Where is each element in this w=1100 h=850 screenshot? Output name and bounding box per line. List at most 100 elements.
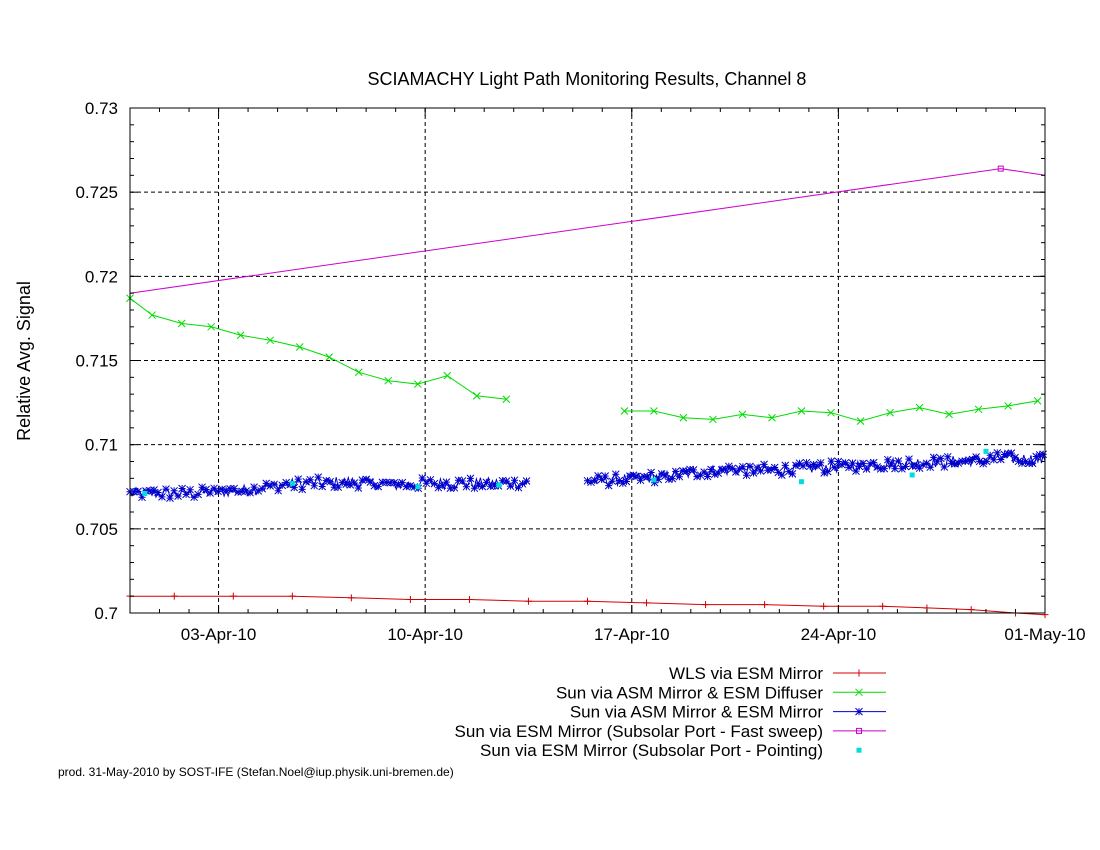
data-point xyxy=(222,486,230,495)
data-point xyxy=(993,449,1002,457)
data-point xyxy=(756,467,765,475)
data-point xyxy=(820,469,829,477)
data-point xyxy=(887,459,896,468)
data-point xyxy=(983,448,989,454)
data-point xyxy=(518,479,527,488)
data-point xyxy=(845,463,853,472)
legend-label: Sun via ESM Mirror (Subsolar Port - Poin… xyxy=(480,741,823,760)
data-point xyxy=(728,464,737,473)
data-point xyxy=(584,597,591,605)
data-point xyxy=(166,494,174,502)
data-point xyxy=(620,407,629,415)
y-tick-label: 0.71 xyxy=(85,436,118,455)
data-point xyxy=(879,602,887,610)
data-point xyxy=(198,483,206,492)
data-point xyxy=(583,476,592,485)
data-point xyxy=(186,485,194,494)
data-point xyxy=(442,478,451,486)
data-point xyxy=(472,391,481,400)
data-point xyxy=(482,478,491,487)
data-point xyxy=(710,470,719,479)
data-point xyxy=(1032,452,1041,461)
data-point xyxy=(707,465,715,474)
y-tick-label: 0.72 xyxy=(85,267,118,286)
data-point xyxy=(749,469,758,477)
axis-ticks: 0.7 0.705 0.71 0.715 0.72 0.725 0.73 03-Apr-10 1… xyxy=(75,99,1085,644)
data-point xyxy=(250,483,258,491)
data-point xyxy=(382,478,391,487)
data-point xyxy=(288,592,296,600)
data-point xyxy=(972,453,980,461)
data-point xyxy=(823,467,832,476)
x-tick-label: 03-Apr-10 xyxy=(181,625,257,644)
data-point xyxy=(820,602,828,610)
data-point xyxy=(302,477,311,486)
data-point xyxy=(702,601,710,609)
data-point xyxy=(915,403,924,412)
data-point xyxy=(763,466,772,475)
data-point xyxy=(898,464,906,473)
data-point xyxy=(278,481,287,490)
data-point xyxy=(647,468,655,477)
data-point xyxy=(174,492,182,500)
data-point xyxy=(909,472,915,478)
data-point xyxy=(622,477,631,486)
data-point xyxy=(438,481,447,490)
data-point xyxy=(806,462,814,471)
data-point xyxy=(496,482,502,488)
data-point xyxy=(486,482,495,491)
data-point xyxy=(742,471,751,480)
data-point xyxy=(797,407,806,415)
data-point xyxy=(626,472,634,481)
data-point xyxy=(679,413,688,422)
series-line xyxy=(130,595,1046,616)
data-point xyxy=(322,476,331,485)
data-point xyxy=(894,457,903,465)
data-point xyxy=(945,410,953,419)
data-point xyxy=(768,413,776,422)
data-point xyxy=(664,475,673,484)
data-point xyxy=(781,461,790,470)
data-point xyxy=(738,410,747,419)
series-3 xyxy=(129,165,1046,294)
data-point xyxy=(827,457,836,465)
data-point xyxy=(682,467,691,476)
data-point xyxy=(358,476,367,484)
data-point xyxy=(446,484,455,492)
data-point xyxy=(218,485,226,494)
data-point xyxy=(997,165,1004,172)
data-point xyxy=(506,482,515,490)
data-point xyxy=(326,477,335,486)
data-point xyxy=(615,476,624,485)
data-point xyxy=(770,463,779,472)
data-point xyxy=(838,460,846,469)
data-point xyxy=(510,476,519,485)
data-point xyxy=(841,458,850,467)
y-tick-label: 0.725 xyxy=(75,183,118,202)
data-point xyxy=(266,336,275,345)
data-point xyxy=(873,463,882,471)
data-point xyxy=(689,466,698,474)
data-point xyxy=(226,485,234,493)
data-point xyxy=(785,467,793,476)
data-point xyxy=(671,467,680,476)
data-point xyxy=(138,493,146,502)
data-point xyxy=(142,490,148,496)
data-point xyxy=(597,475,606,484)
data-point xyxy=(430,479,439,488)
data-point xyxy=(855,707,863,716)
data-point xyxy=(330,483,339,492)
series-line xyxy=(129,297,507,400)
data-point xyxy=(306,475,315,484)
series-line xyxy=(624,400,1038,422)
data-point xyxy=(929,453,938,462)
data-point xyxy=(760,460,768,469)
data-point xyxy=(788,470,797,478)
data-point xyxy=(318,482,327,491)
data-point xyxy=(474,481,483,489)
data-point xyxy=(703,472,712,481)
data-point xyxy=(354,368,363,377)
data-point xyxy=(643,599,651,607)
data-point xyxy=(1033,397,1042,405)
